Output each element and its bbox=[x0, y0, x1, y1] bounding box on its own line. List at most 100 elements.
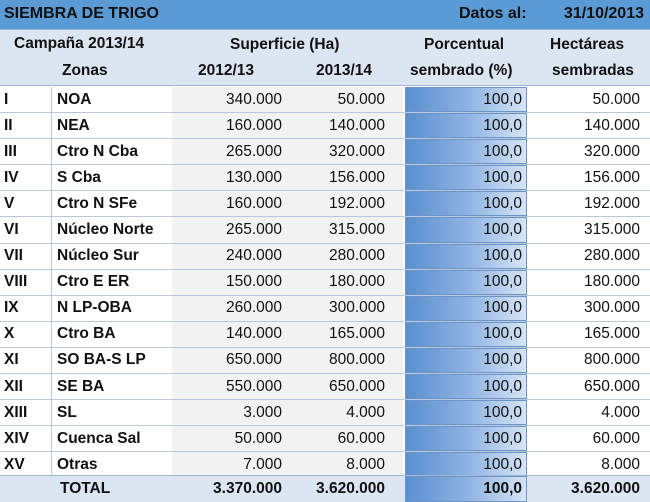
total-2013: 3.620.000 bbox=[316, 480, 385, 497]
surface-2012: 265.000 bbox=[172, 139, 288, 165]
zone-number: X bbox=[0, 321, 52, 347]
zone-number: XIII bbox=[0, 400, 52, 426]
surface-2012: 130.000 bbox=[172, 165, 288, 191]
header-superficie: Superficie (Ha) bbox=[230, 36, 340, 53]
hectares-sown: 320.000 bbox=[583, 142, 640, 160]
surface-2012: 3.000 bbox=[172, 400, 288, 426]
surface-2013: 4.000 bbox=[288, 400, 403, 426]
data-rows: I NOA 340.000 50.000 100,0 50.000 II NEA 160.000… bbox=[0, 87, 650, 479]
table-row: XI SO BA-S LP 650.000 800.000 100,0 800.000 bbox=[0, 347, 650, 375]
zone-number: V bbox=[0, 191, 52, 217]
title-bar: SIEMBRA DE TRIGO Datos al: 31/10/2013 bbox=[0, 0, 650, 30]
table-row: X Ctro BA 140.000 165.000 100,0 165.000 bbox=[0, 321, 650, 348]
hectares-sown: 315.000 bbox=[583, 221, 640, 239]
table-row: III Ctro N Cba 265.000 320.000 100,0 320.000 bbox=[0, 139, 650, 166]
percent-sown: 100,0 bbox=[405, 269, 527, 295]
surface-2012: 160.000 bbox=[172, 113, 288, 139]
table-row: XV Otras 7.000 8.000 100,0 8.000 bbox=[0, 452, 650, 479]
hectares-sown: 300.000 bbox=[583, 299, 640, 317]
header-year-2013: 2013/14 bbox=[316, 62, 373, 79]
table-row: IX N LP-OBA 260.000 300.000 100,0 300.000 bbox=[0, 295, 650, 322]
hectares-sown: 50.000 bbox=[592, 90, 640, 108]
percent-sown: 100,0 bbox=[405, 217, 527, 243]
surface-2012: 7.000 bbox=[172, 452, 288, 478]
zone-number: XII bbox=[0, 374, 52, 400]
table-row: V Ctro N SFe 160.000 192.000 100,0 192.000 bbox=[0, 191, 650, 218]
percent-sown: 100,0 bbox=[405, 191, 527, 217]
surface-2013: 60.000 bbox=[288, 426, 403, 452]
surface-2013: 300.000 bbox=[288, 295, 403, 321]
zone-name: SL bbox=[57, 403, 77, 421]
zone-number: I bbox=[0, 87, 52, 113]
surface-2013: 650.000 bbox=[288, 374, 403, 400]
surface-2012: 260.000 bbox=[172, 295, 288, 321]
hectares-sown: 650.000 bbox=[583, 377, 640, 395]
hectares-sown: 156.000 bbox=[583, 168, 640, 186]
zone-name: Cuenca Sal bbox=[57, 429, 141, 447]
surface-2013: 315.000 bbox=[288, 217, 403, 243]
surface-2012: 340.000 bbox=[172, 87, 288, 113]
total-pct: 100,0 bbox=[405, 476, 527, 502]
percent-sown: 100,0 bbox=[405, 400, 527, 426]
zone-name: Núcleo Sur bbox=[57, 247, 139, 265]
surface-2013: 165.000 bbox=[288, 321, 403, 347]
zone-name: NOA bbox=[57, 90, 92, 108]
hectares-sown: 800.000 bbox=[583, 351, 640, 369]
percent-sown: 100,0 bbox=[405, 321, 527, 347]
surface-2013: 156.000 bbox=[288, 165, 403, 191]
zone-number: XV bbox=[0, 452, 52, 478]
hectares-sown: 165.000 bbox=[583, 325, 640, 343]
header-campaign: Campaña 2013/14 bbox=[14, 35, 145, 52]
hectares-sown: 140.000 bbox=[583, 116, 640, 134]
surface-2012: 140.000 bbox=[172, 321, 288, 347]
percent-sown: 100,0 bbox=[405, 113, 527, 139]
zone-number: VI bbox=[0, 217, 52, 243]
table-row: VII Núcleo Sur 240.000 280.000 100,0 280.000 bbox=[0, 243, 650, 270]
total-2012: 3.370.000 bbox=[213, 480, 282, 497]
zone-number: II bbox=[0, 113, 52, 139]
zone-number: III bbox=[0, 139, 52, 165]
table-row: VIII Ctro E ER 150.000 180.000 100,0 180.000 bbox=[0, 269, 650, 296]
surface-2012: 550.000 bbox=[172, 374, 288, 400]
datos-label: Datos al: bbox=[459, 5, 527, 22]
zone-name: Otras bbox=[57, 455, 98, 473]
surface-2013: 280.000 bbox=[288, 243, 403, 269]
zone-number: XI bbox=[0, 347, 52, 374]
surface-2013: 320.000 bbox=[288, 139, 403, 165]
hectares-sown: 8.000 bbox=[601, 455, 640, 473]
percent-sown: 100,0 bbox=[405, 87, 527, 113]
zone-name: N LP-OBA bbox=[57, 299, 132, 317]
data-date: 31/10/2013 bbox=[563, 5, 644, 22]
header-year-2012: 2012/13 bbox=[198, 62, 255, 79]
zone-name: SE BA bbox=[57, 377, 105, 395]
header-sembrado-pct: sembrado (%) bbox=[410, 62, 513, 79]
percent-sown: 100,0 bbox=[405, 426, 527, 452]
percent-sown: 100,0 bbox=[405, 374, 527, 400]
percent-sown: 100,0 bbox=[405, 139, 527, 165]
zone-name: NEA bbox=[57, 116, 90, 134]
header-sembradas: sembradas bbox=[552, 62, 634, 79]
zone-name: Ctro N SFe bbox=[57, 194, 138, 212]
hectares-sown: 180.000 bbox=[583, 273, 640, 291]
percent-sown: 100,0 bbox=[405, 243, 527, 269]
surface-2012: 240.000 bbox=[172, 243, 288, 269]
percent-sown: 100,0 bbox=[405, 347, 527, 374]
header-background bbox=[0, 30, 650, 86]
table-row: IV S Cba 130.000 156.000 100,0 156.000 bbox=[0, 165, 650, 192]
surface-2013: 800.000 bbox=[288, 347, 403, 374]
zone-number: IX bbox=[0, 295, 52, 321]
zone-name: Ctro E ER bbox=[57, 273, 130, 291]
surface-2012: 160.000 bbox=[172, 191, 288, 217]
table-row: XII SE BA 550.000 650.000 100,0 650.000 bbox=[0, 374, 650, 401]
surface-2013: 8.000 bbox=[288, 452, 403, 478]
zone-number: VII bbox=[0, 243, 52, 269]
surface-2012: 650.000 bbox=[172, 347, 288, 374]
surface-2012: 150.000 bbox=[172, 269, 288, 295]
zone-number: XIV bbox=[0, 426, 52, 452]
surface-2012: 265.000 bbox=[172, 217, 288, 243]
header-divider bbox=[0, 85, 650, 86]
zone-name: Ctro N Cba bbox=[57, 142, 138, 160]
header-zonas: Zonas bbox=[62, 62, 108, 79]
table-row: XIII SL 3.000 4.000 100,0 4.000 bbox=[0, 400, 650, 427]
